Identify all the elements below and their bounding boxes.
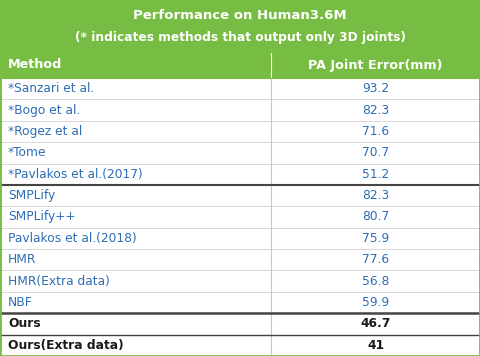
Text: *Pavlakos et al.(2017): *Pavlakos et al.(2017) (8, 168, 143, 181)
Bar (0, 142, 480, 163)
Bar (0, 163, 480, 185)
Text: NBF: NBF (8, 296, 33, 309)
Bar (0, 52, 480, 78)
Bar (0, 78, 480, 99)
Text: SMPLify++: SMPLify++ (8, 210, 75, 224)
Text: *Tome: *Tome (8, 146, 47, 159)
Text: HMR: HMR (8, 253, 36, 266)
Text: Ours: Ours (8, 318, 41, 330)
Bar (0, 185, 480, 206)
Text: HMR(Extra data): HMR(Extra data) (8, 274, 110, 288)
Text: (* indicates methods that output only 3D joints): (* indicates methods that output only 3D… (74, 31, 406, 44)
Text: *Bogo et al.: *Bogo et al. (8, 104, 80, 116)
Text: 51.2: 51.2 (362, 168, 389, 181)
Bar (0, 121, 480, 142)
Text: 46.7: 46.7 (360, 318, 391, 330)
Bar (0, 292, 480, 313)
Text: Ours(Extra data): Ours(Extra data) (8, 339, 124, 352)
Text: 71.6: 71.6 (362, 125, 389, 138)
Text: 93.2: 93.2 (362, 82, 389, 95)
Text: PA Joint Error(mm): PA Joint Error(mm) (308, 58, 443, 72)
Text: 75.9: 75.9 (362, 232, 389, 245)
Text: 41: 41 (367, 339, 384, 352)
Text: 82.3: 82.3 (362, 104, 389, 116)
Text: 59.9: 59.9 (362, 296, 389, 309)
Text: 56.8: 56.8 (362, 274, 389, 288)
Bar (0, 335, 480, 356)
Text: SMPLify: SMPLify (8, 189, 55, 202)
Bar (0, 271, 480, 292)
Bar (0, 206, 480, 228)
Text: 70.7: 70.7 (362, 146, 389, 159)
Text: 82.3: 82.3 (362, 189, 389, 202)
Bar (0, 249, 480, 271)
Bar (0, 99, 480, 121)
Bar (0, 313, 480, 335)
Text: 77.6: 77.6 (362, 253, 389, 266)
Bar (0, 228, 480, 249)
Text: Performance on Human3.6M: Performance on Human3.6M (133, 9, 347, 22)
Text: *Rogez et al: *Rogez et al (8, 125, 82, 138)
Bar (0, 0, 480, 52)
Text: Pavlakos et al.(2018): Pavlakos et al.(2018) (8, 232, 137, 245)
Text: 80.7: 80.7 (362, 210, 389, 224)
Text: *Sanzari et al.: *Sanzari et al. (8, 82, 94, 95)
Text: Method: Method (8, 58, 62, 72)
